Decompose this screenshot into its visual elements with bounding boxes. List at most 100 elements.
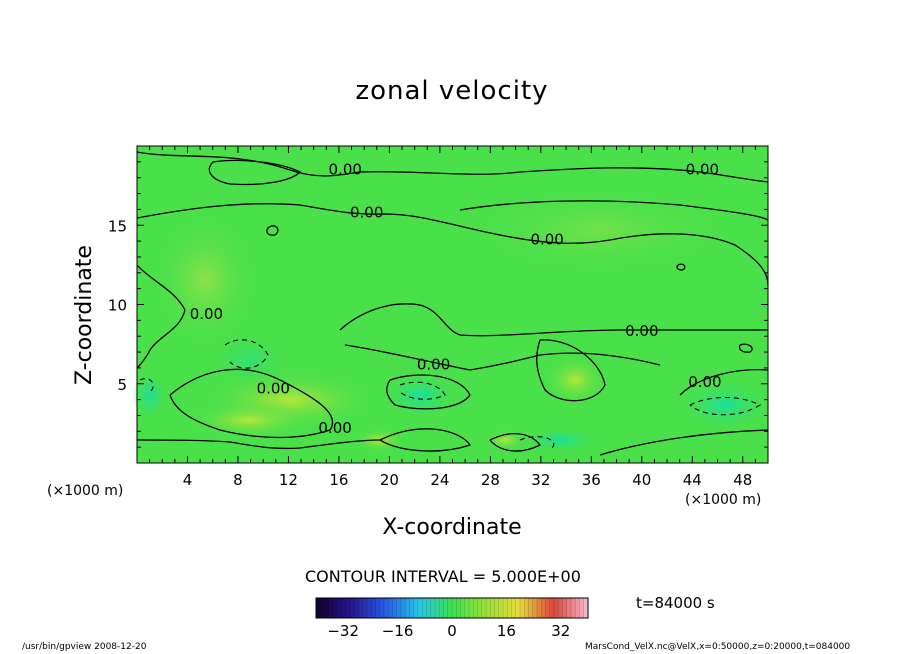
y-tick-label: 15: [108, 217, 127, 235]
colorbar-cell: [371, 598, 376, 618]
x-axis-unit: (×1000 m): [685, 492, 762, 508]
colorbar-tick-label: 32: [551, 622, 570, 640]
colorbar-cell: [413, 598, 419, 618]
colorbar-cell: [426, 598, 432, 618]
colorbar-cell: [388, 598, 393, 618]
contour-lines: [136, 151, 769, 456]
x-tick-label: 8: [233, 471, 243, 489]
colorbar-cell: [524, 598, 529, 618]
colorbar-cell: [418, 598, 423, 618]
colorbar-cell: [405, 598, 410, 618]
contour-label: 0.00: [530, 230, 563, 248]
chart-title: zonal velocity: [355, 76, 549, 106]
colorbar-cell: [328, 598, 334, 618]
contour-interval-label: CONTOUR INTERVAL = 5.000E+00: [305, 567, 581, 586]
colorbar-cell: [409, 598, 415, 618]
colorbar-cell: [358, 598, 364, 618]
colorbar-cell: [549, 598, 555, 618]
colorbar-cell: [350, 598, 355, 618]
colorbar-cell: [367, 598, 372, 618]
colorbar-cell: [354, 598, 359, 618]
x-axis-label: X-coordinate: [382, 515, 522, 540]
colorbar-tick-label: −32: [327, 622, 359, 640]
colorbar-cell: [401, 598, 406, 618]
colorbar-cell: [498, 598, 504, 618]
colorbar-cell: [375, 598, 381, 618]
x-tick-label: 4: [183, 471, 193, 489]
x-tick-labels: 4 8 12 16 20 24 28 32 36 40 44 48: [183, 471, 753, 489]
x-tick-label: 24: [430, 471, 449, 489]
y-tick-labels: 5 10 15: [108, 217, 127, 394]
x-tick-label: 32: [531, 471, 550, 489]
footer-right: MarsCond_VelX.nc@VelX,x=0:50000,z=0:2000…: [585, 642, 851, 652]
colorbar-cell: [469, 598, 474, 618]
x-tick-label: 48: [733, 471, 752, 489]
colorbar-cell: [439, 598, 444, 618]
y-tick-label: 5: [117, 376, 127, 394]
colorbar-tick-label: 0: [447, 622, 457, 640]
colorbar-cell: [575, 598, 580, 618]
contour-labels: 0.00 0.00 0.00 0.00 0.00 0.00 0.00 0.00 0.00 0.00: [190, 161, 722, 437]
x-tick-label: 40: [632, 471, 651, 489]
colorbar-cell: [579, 598, 585, 618]
colorbar-cell: [384, 598, 389, 618]
x-tick-label: 28: [481, 471, 500, 489]
colorbar-cell: [392, 598, 398, 618]
colorbar-cell: [379, 598, 385, 618]
contour-label: 0.00: [329, 161, 362, 179]
contour-label: 0.00: [625, 322, 658, 340]
colorbar-cell: [464, 598, 470, 618]
contour-label: 0.00: [417, 355, 450, 373]
contour-label: 0.00: [686, 161, 719, 179]
colorbar-cell: [362, 598, 368, 618]
time-label: t=84000 s: [636, 594, 715, 612]
colorbar-cell: [324, 598, 330, 618]
x-tick-label: 36: [582, 471, 601, 489]
contour-label: 0.00: [190, 305, 223, 323]
colorbar-cell: [532, 598, 538, 618]
colorbar-cell: [583, 598, 589, 618]
colorbar-cell: [558, 598, 563, 618]
colorbar-cell: [545, 598, 551, 618]
colorbar-cell: [481, 598, 487, 618]
colorbar-cell: [460, 598, 466, 618]
footer-left: /usr/bin/gpview 2008-12-20: [22, 642, 147, 652]
colorbar-cell: [477, 598, 483, 618]
colorbar-cell: [486, 598, 491, 618]
colorbar: [315, 597, 589, 619]
colorbar-cell: [554, 598, 559, 618]
colorbar-cell: [528, 598, 534, 618]
colorbar-cell: [490, 598, 495, 618]
y-axis-label: Z-coordinate: [72, 245, 97, 385]
colorbar-cell: [541, 598, 546, 618]
contour-label: 0.00: [688, 373, 721, 391]
colorbar-cell: [456, 598, 461, 618]
contour-label: 0.00: [257, 379, 290, 397]
colorbar-cell: [320, 598, 325, 618]
colorbar-cell: [447, 598, 453, 618]
x-tick-label: 20: [380, 471, 399, 489]
colorbar-cell: [430, 598, 436, 618]
colorbar-frame: [315, 597, 589, 619]
colorbar-cell: [537, 598, 542, 618]
colorbar-cell: [507, 598, 512, 618]
x-tick-label: 44: [683, 471, 702, 489]
axis-ticks: [136, 145, 769, 464]
contour-label: 0.00: [350, 203, 383, 221]
colorbar-tick-labels: −32 −16 0 16 32: [327, 622, 570, 640]
colorbar-cell: [511, 598, 517, 618]
colorbar-cell: [494, 598, 500, 618]
colorbar-cell: [337, 598, 342, 618]
x-tick-label: 12: [279, 471, 298, 489]
colorbar-cell: [503, 598, 508, 618]
colorbar-tick-label: −16: [382, 622, 414, 640]
colorbar-cell: [473, 598, 478, 618]
colorbar-cell: [566, 598, 572, 618]
negative-contour-lines: [139, 339, 762, 449]
colorbar-cell: [452, 598, 457, 618]
colorbar-tick-label: 16: [497, 622, 516, 640]
y-tick-label: 10: [108, 297, 127, 315]
colorbar-cell: [333, 598, 338, 618]
